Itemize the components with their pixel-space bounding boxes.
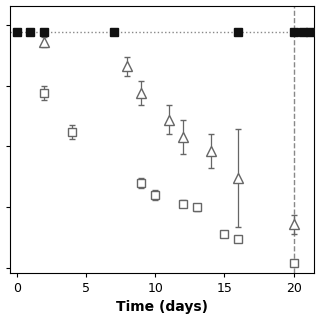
X-axis label: Time (days): Time (days) (116, 300, 208, 315)
